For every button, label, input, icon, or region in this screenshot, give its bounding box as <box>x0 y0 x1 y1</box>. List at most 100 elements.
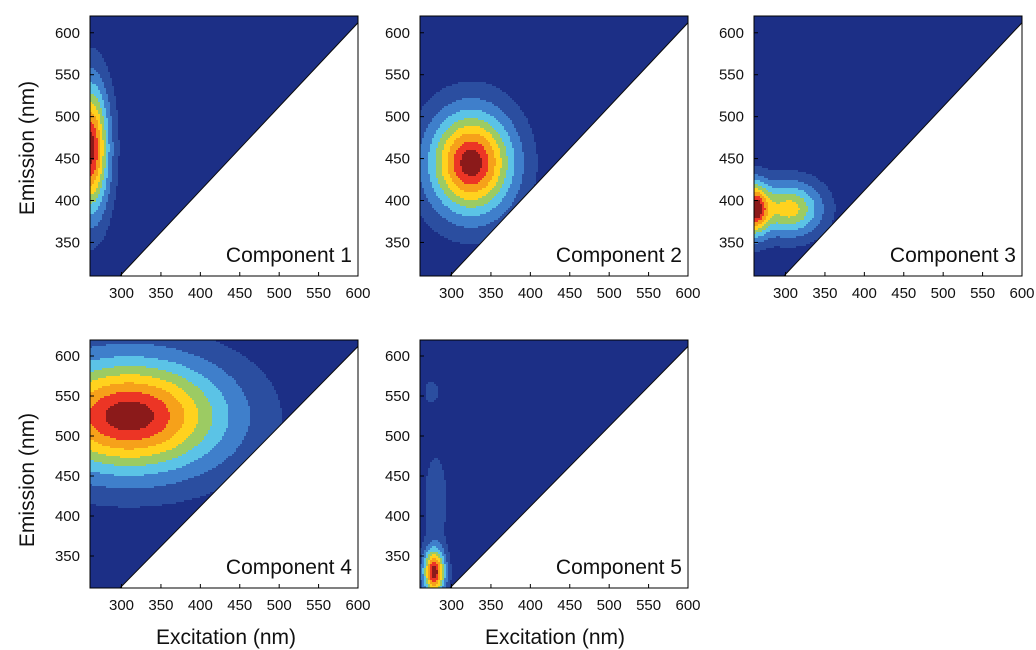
x-tick-label: 300 <box>109 597 134 614</box>
contour-level-8 <box>90 132 94 164</box>
panel-title: Component 2 <box>556 244 682 267</box>
panel-2: 300 350 400 450 500 550 600 350 400 450 500 550 600 C… <box>385 15 701 302</box>
y-tick-label: 450 <box>55 151 80 168</box>
y-tick-label: 450 <box>719 151 744 168</box>
x-tick-label: 300 <box>109 285 134 302</box>
x-tick-label: 550 <box>306 597 331 614</box>
x-tick-label: 500 <box>597 285 622 302</box>
panel-title: Component 3 <box>890 244 1016 267</box>
y-tick-label: 600 <box>55 348 80 365</box>
x-tick-label: 350 <box>812 285 837 302</box>
panel-4: 300 350 400 450 500 550 600 350 400 450 500 550 600 C… <box>55 339 371 614</box>
x-tick-label: 400 <box>188 597 213 614</box>
y-tick-label: 350 <box>55 234 80 251</box>
x-tick-label: 550 <box>970 285 995 302</box>
x-tick-label: 350 <box>478 285 503 302</box>
y-tick-label: 500 <box>55 428 80 445</box>
y-tick-label: 450 <box>55 468 80 485</box>
x-tick-label: 450 <box>227 597 252 614</box>
scatter-mask <box>449 346 688 588</box>
y-axis-label-row-1: Emission (nm) <box>16 81 39 215</box>
x-tick-label: 500 <box>267 597 292 614</box>
y-tick-label: 350 <box>385 548 410 565</box>
y-axis-label-row-2: Emission (nm) <box>16 413 39 547</box>
x-axis-label-left: Excitation (nm) <box>156 626 296 649</box>
x-tick-label: 600 <box>1009 285 1034 302</box>
axes-frame <box>89 15 359 277</box>
panels: 300 350 400 450 500 550 600 350 400 450 500 550 600 C… <box>55 15 1035 614</box>
y-tick-label: 500 <box>719 109 744 126</box>
y-tick-label: 400 <box>385 508 410 525</box>
x-tick-label: 450 <box>557 597 582 614</box>
y-tick-label: 550 <box>385 388 410 405</box>
x-tick-label: 600 <box>345 597 370 614</box>
y-tick-label: 450 <box>385 468 410 485</box>
axes-frame <box>419 15 689 277</box>
x-tick-label: 550 <box>306 285 331 302</box>
plot-area <box>420 16 688 276</box>
y-tick-label: 350 <box>55 548 80 565</box>
contour-level-8 <box>106 402 154 430</box>
contour-level-1 <box>420 382 452 588</box>
x-axis-label-middle: Excitation (nm) <box>485 626 625 649</box>
y-tick-label: 600 <box>385 25 410 42</box>
x-tick-label: 600 <box>675 597 700 614</box>
x-tick-label: 600 <box>345 285 370 302</box>
y-tick-label: 350 <box>385 234 410 251</box>
contour-fill <box>420 82 538 244</box>
x-tick-label: 550 <box>636 597 661 614</box>
x-tick-label: 300 <box>439 597 464 614</box>
x-tick-label: 300 <box>773 285 798 302</box>
plot-area <box>90 340 358 588</box>
scatter-edge <box>119 22 358 276</box>
contour-fill <box>90 340 282 508</box>
x-tick-label: 350 <box>148 597 173 614</box>
y-tick-label: 600 <box>55 25 80 42</box>
contour-level-8 <box>460 150 482 176</box>
scatter-edge <box>449 346 688 588</box>
y-tick-label: 450 <box>385 151 410 168</box>
x-tick-label: 350 <box>148 285 173 302</box>
contour-level-8 <box>754 200 762 218</box>
panel-title: Component 1 <box>226 244 352 267</box>
y-tick-label: 550 <box>55 388 80 405</box>
x-tick-label: 550 <box>636 285 661 302</box>
scatter-edge <box>449 22 688 276</box>
axes-frame <box>419 339 689 589</box>
x-tick-label: 400 <box>852 285 877 302</box>
x-tick-label: 400 <box>518 285 543 302</box>
x-tick-label: 450 <box>557 285 582 302</box>
x-tick-label: 500 <box>931 285 956 302</box>
y-tick-label: 500 <box>385 109 410 126</box>
panel-3: 300 350 400 450 500 550 600 350 400 450 500 550 600 C… <box>719 15 1035 302</box>
y-tick-label: 350 <box>719 234 744 251</box>
x-tick-label: 600 <box>675 285 700 302</box>
axes-frame <box>753 15 1023 277</box>
x-tick-label: 450 <box>891 285 916 302</box>
contour-level-8 <box>432 566 438 578</box>
contour-fill <box>420 382 452 588</box>
scatter-edge <box>119 346 358 588</box>
contour-fill <box>90 48 120 250</box>
y-tick-label: 400 <box>55 508 80 525</box>
x-tick-label: 300 <box>439 285 464 302</box>
plot-area <box>420 340 688 588</box>
axes-frame <box>89 339 359 589</box>
x-tick-label: 500 <box>597 597 622 614</box>
x-tick-label: 350 <box>478 597 503 614</box>
scatter-edge <box>783 22 1022 276</box>
y-tick-label: 550 <box>719 67 744 84</box>
y-tick-label: 600 <box>385 348 410 365</box>
panel-title: Component 4 <box>226 556 352 579</box>
y-tick-label: 500 <box>385 428 410 445</box>
panel-title: Component 5 <box>556 556 682 579</box>
x-tick-label: 450 <box>227 285 252 302</box>
x-tick-label: 400 <box>518 597 543 614</box>
plot-area <box>754 16 1022 276</box>
panel-5: 300 350 400 450 500 550 600 350 400 450 500 550 600 C… <box>385 339 701 614</box>
y-tick-label: 600 <box>719 25 744 42</box>
y-tick-label: 550 <box>55 67 80 84</box>
x-tick-label: 500 <box>267 285 292 302</box>
x-tick-label: 400 <box>188 285 213 302</box>
